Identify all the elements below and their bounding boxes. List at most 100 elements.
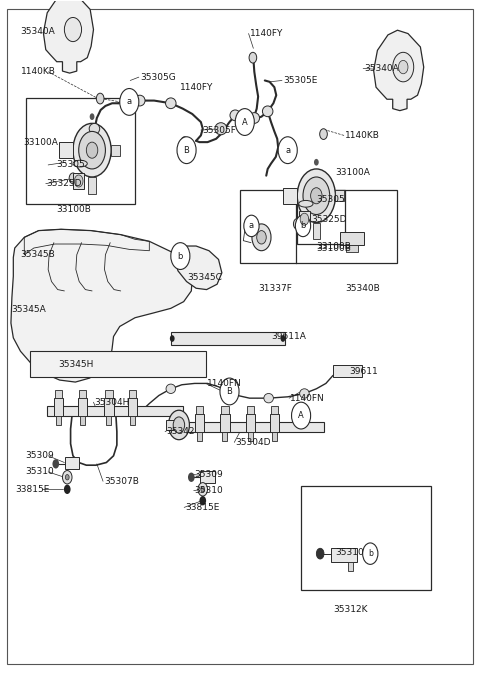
Circle shape: [65, 474, 69, 480]
Circle shape: [64, 17, 82, 42]
Circle shape: [64, 485, 71, 494]
Text: 35309: 35309: [25, 452, 54, 460]
Text: A: A: [242, 118, 248, 127]
Bar: [47, 406, 183, 416]
Bar: [197, 431, 202, 441]
Circle shape: [303, 177, 330, 215]
Bar: [171, 332, 285, 345]
Ellipse shape: [73, 160, 87, 167]
Text: 35305: 35305: [56, 160, 85, 170]
Circle shape: [293, 219, 301, 229]
Ellipse shape: [299, 201, 313, 207]
Circle shape: [300, 213, 309, 225]
Circle shape: [171, 243, 190, 269]
Circle shape: [198, 483, 207, 496]
Bar: [270, 415, 279, 431]
Circle shape: [199, 496, 206, 505]
Text: 35325D: 35325D: [312, 215, 347, 223]
Bar: [128, 398, 137, 416]
Text: 35342: 35342: [166, 427, 194, 436]
Bar: [111, 145, 120, 155]
Text: 35340A: 35340A: [364, 64, 399, 73]
Bar: [107, 416, 111, 425]
Circle shape: [170, 335, 175, 342]
Text: B: B: [184, 145, 190, 155]
Bar: [246, 415, 255, 431]
Text: 39611A: 39611A: [271, 332, 306, 341]
Text: 35305G: 35305G: [140, 73, 176, 81]
Circle shape: [320, 129, 327, 139]
Circle shape: [393, 52, 414, 82]
Text: 35310: 35310: [336, 548, 364, 557]
Text: 35305E: 35305E: [283, 76, 317, 85]
Bar: [26, 98, 135, 204]
Text: 35340A: 35340A: [21, 27, 55, 36]
Text: 33100B: 33100B: [316, 244, 351, 252]
Text: b: b: [368, 549, 372, 558]
Bar: [333, 365, 362, 377]
Circle shape: [314, 159, 319, 166]
Text: b: b: [178, 252, 183, 260]
Text: 35309: 35309: [195, 470, 223, 479]
Circle shape: [62, 470, 72, 484]
Bar: [331, 548, 357, 563]
Text: 1140KB: 1140KB: [345, 131, 380, 140]
Ellipse shape: [89, 123, 100, 134]
Text: 35312K: 35312K: [333, 606, 368, 614]
Text: B: B: [227, 387, 232, 396]
Text: A: A: [298, 411, 304, 420]
Circle shape: [168, 411, 190, 439]
Bar: [88, 177, 96, 194]
Text: 35325D: 35325D: [47, 179, 82, 188]
Polygon shape: [173, 246, 222, 289]
Bar: [166, 419, 176, 430]
Circle shape: [79, 131, 106, 169]
Bar: [56, 416, 61, 425]
Bar: [196, 406, 203, 415]
Text: 35345C: 35345C: [188, 273, 222, 282]
Bar: [188, 422, 324, 431]
Circle shape: [244, 215, 259, 237]
Circle shape: [311, 188, 322, 204]
Bar: [283, 188, 297, 204]
Text: 35340B: 35340B: [345, 284, 380, 293]
Bar: [78, 398, 87, 416]
Circle shape: [74, 175, 83, 187]
Circle shape: [281, 335, 285, 342]
Text: 1140KB: 1140KB: [21, 67, 55, 76]
Circle shape: [220, 378, 239, 405]
Text: b: b: [300, 221, 306, 230]
Circle shape: [398, 61, 408, 74]
Bar: [130, 416, 135, 425]
Bar: [297, 190, 345, 244]
Circle shape: [96, 93, 104, 104]
Text: 35345A: 35345A: [11, 305, 46, 314]
Ellipse shape: [264, 394, 274, 403]
Text: 1140FY: 1140FY: [250, 29, 283, 38]
Bar: [129, 390, 136, 398]
Text: 35307B: 35307B: [104, 476, 139, 486]
Bar: [73, 173, 84, 189]
Text: 35304D: 35304D: [235, 438, 271, 447]
Bar: [272, 431, 277, 441]
Text: 39611: 39611: [350, 367, 379, 376]
Bar: [195, 415, 204, 431]
Bar: [79, 390, 86, 398]
Text: 35345B: 35345B: [21, 250, 55, 259]
Ellipse shape: [300, 389, 309, 398]
Text: 35345H: 35345H: [59, 360, 94, 369]
Circle shape: [69, 173, 77, 184]
Bar: [30, 351, 205, 377]
Circle shape: [120, 89, 139, 115]
Bar: [221, 406, 228, 415]
Polygon shape: [11, 229, 192, 382]
Polygon shape: [373, 30, 424, 110]
Ellipse shape: [134, 95, 145, 106]
Text: 33100A: 33100A: [23, 138, 58, 147]
Circle shape: [252, 224, 271, 251]
Bar: [299, 211, 310, 227]
Circle shape: [295, 215, 311, 237]
Ellipse shape: [263, 106, 273, 116]
Ellipse shape: [215, 122, 227, 135]
Bar: [312, 223, 320, 240]
